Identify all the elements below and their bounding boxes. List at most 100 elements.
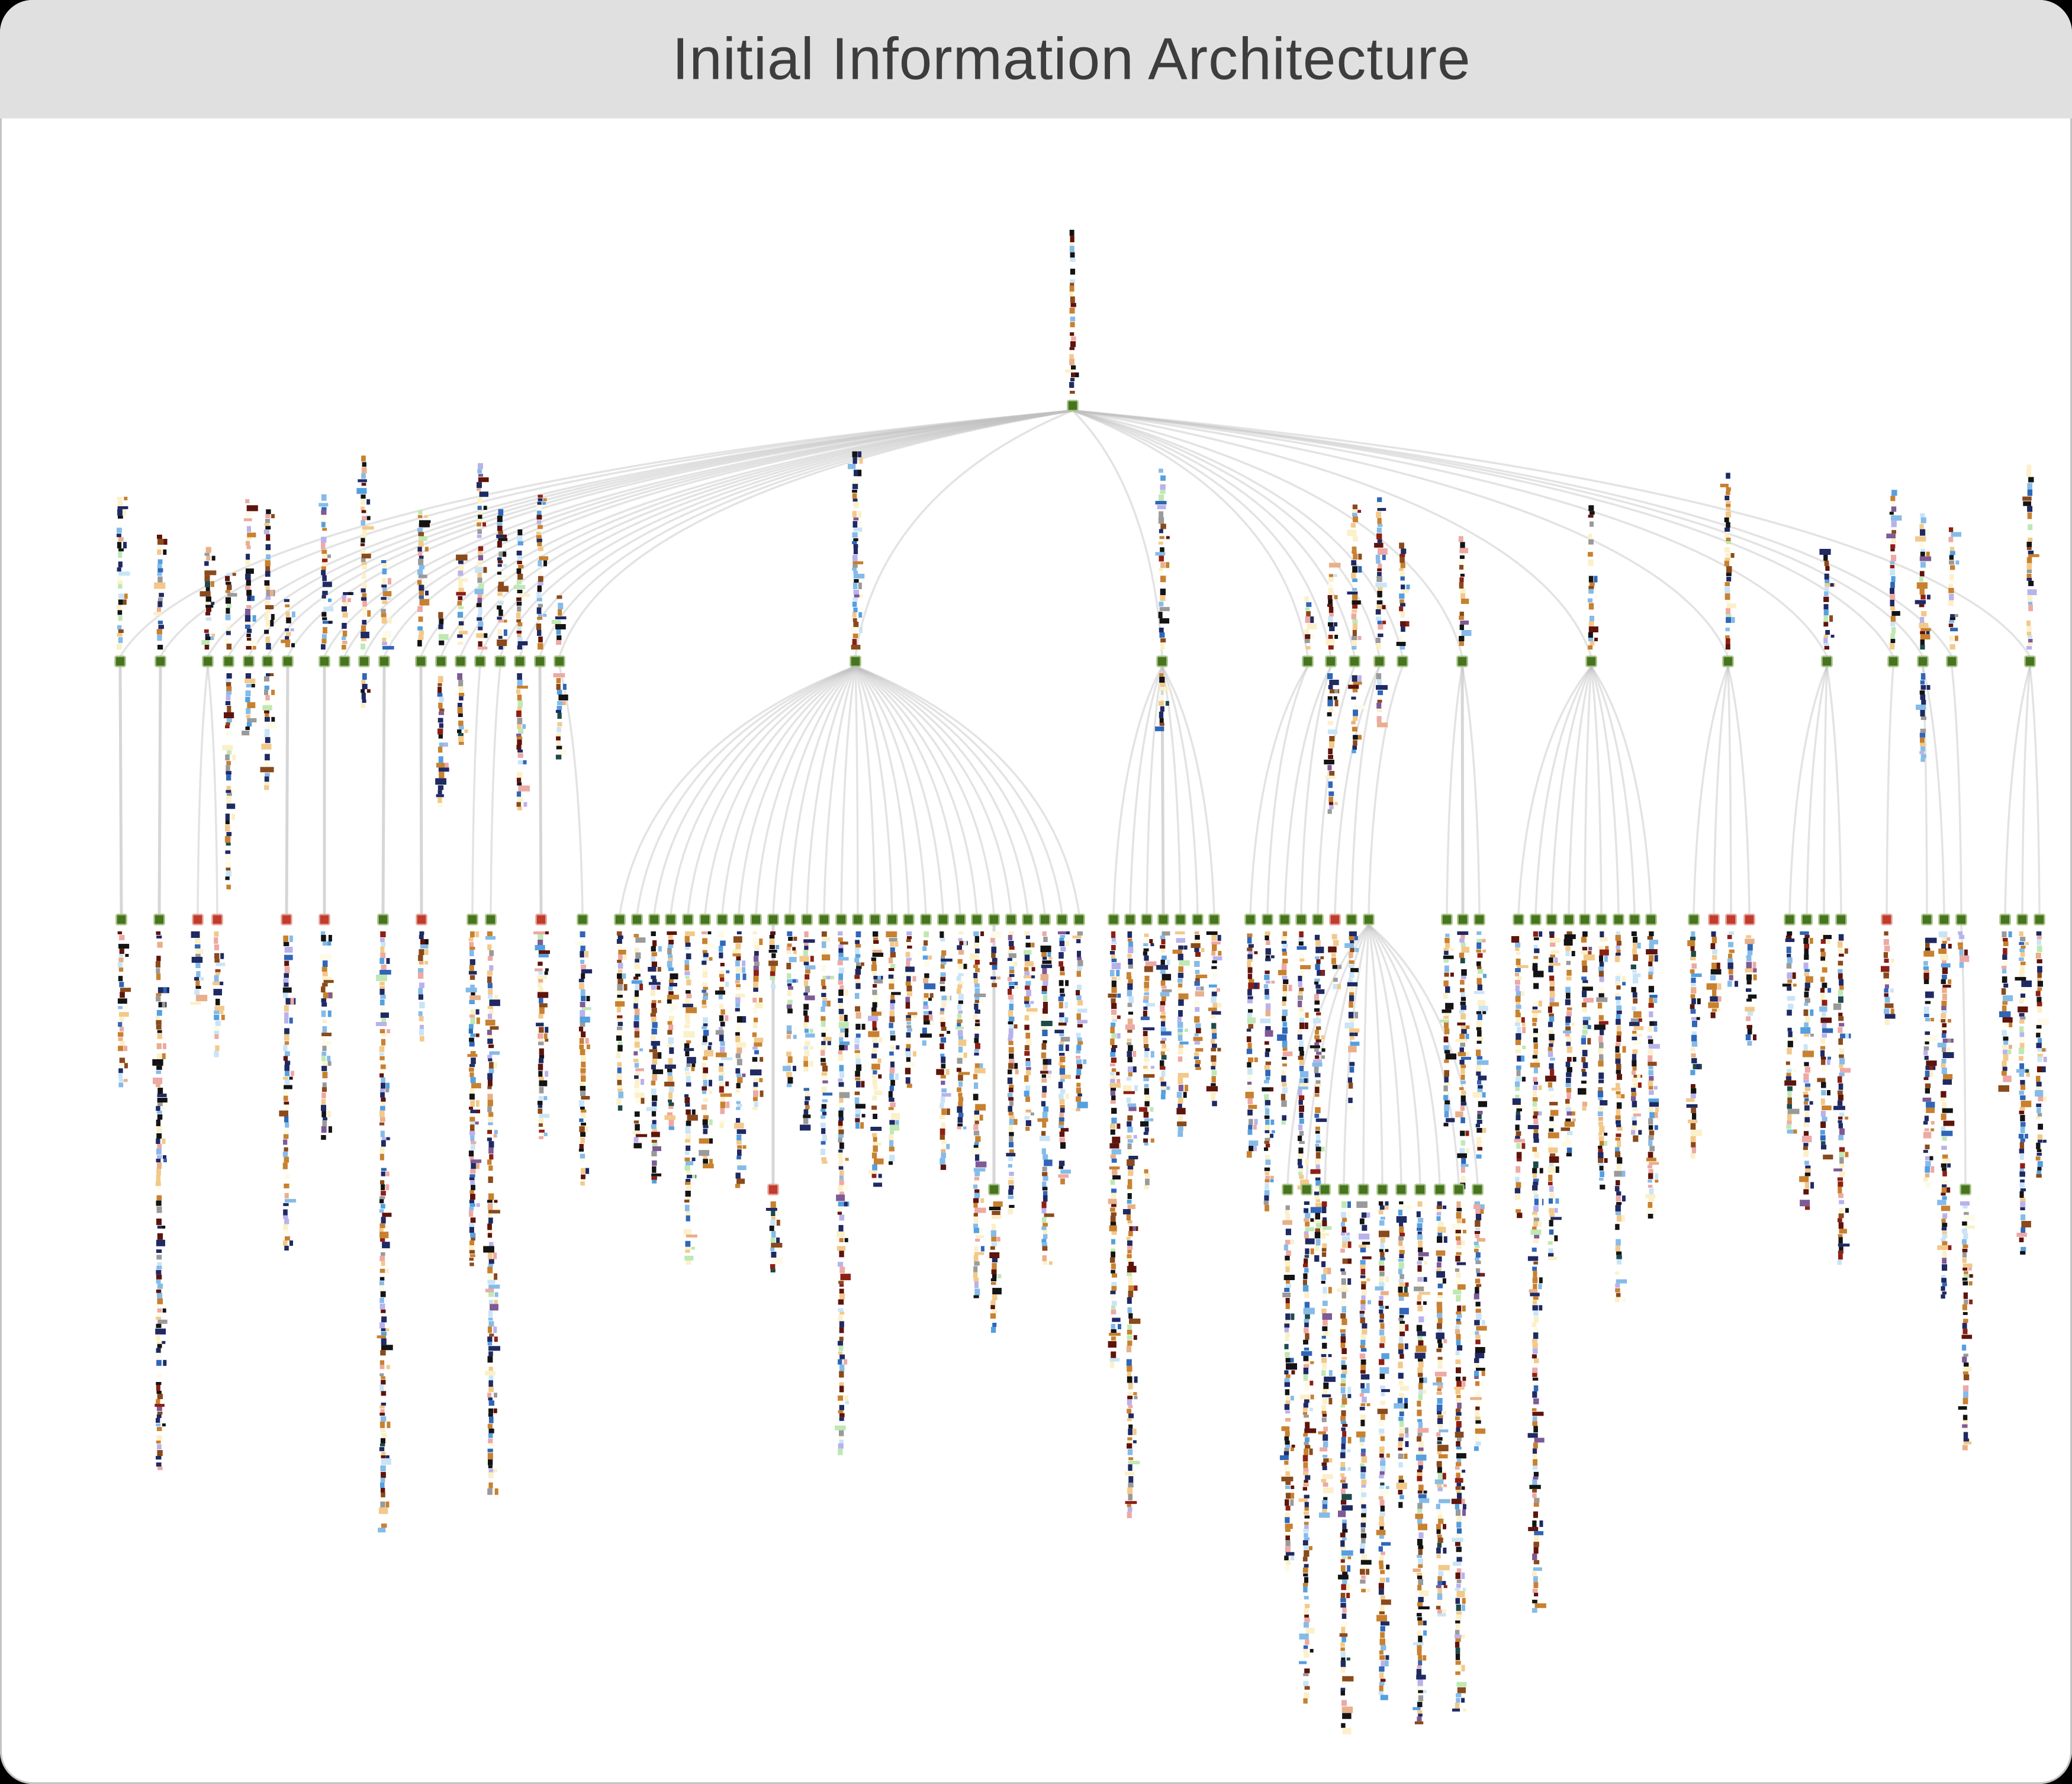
tree-node[interactable] (534, 655, 546, 667)
tree-node[interactable] (155, 655, 166, 667)
tree-node[interactable] (415, 655, 427, 667)
tree-node[interactable] (1530, 914, 1542, 925)
tree-node[interactable] (1373, 655, 1385, 667)
tree-node[interactable] (378, 655, 390, 667)
tree-node[interactable] (988, 1184, 1000, 1195)
tree-node[interactable] (514, 655, 526, 667)
tree-node[interactable] (1039, 914, 1051, 925)
tree-node[interactable] (1835, 914, 1847, 925)
tree-node[interactable] (1453, 1184, 1465, 1195)
tree-node[interactable] (358, 655, 370, 667)
tree-node[interactable] (1208, 914, 1220, 925)
tree-node[interactable] (665, 914, 677, 925)
tree-node[interactable] (1073, 914, 1085, 925)
tree-node[interactable] (1938, 914, 1950, 925)
tree-node[interactable] (114, 655, 126, 667)
tree-node[interactable] (1546, 914, 1558, 925)
tree-node[interactable] (937, 914, 949, 925)
tree-node[interactable] (1917, 655, 1929, 667)
tree-node[interactable] (202, 655, 214, 667)
tree-node[interactable] (1108, 914, 1119, 925)
tree-node[interactable] (1441, 914, 1453, 925)
tree-node[interactable] (1279, 914, 1291, 925)
tree-node[interactable] (153, 914, 165, 925)
tree-node[interactable] (1302, 655, 1314, 667)
tree-node[interactable] (577, 914, 588, 925)
tree-node[interactable] (1244, 914, 1256, 925)
tree-node[interactable] (115, 914, 127, 925)
tree-node[interactable] (1955, 914, 1967, 925)
tree-node[interactable] (1319, 1184, 1331, 1195)
tree-node[interactable] (1563, 914, 1575, 925)
tree-node[interactable] (1056, 914, 1068, 925)
tree-node[interactable] (1141, 914, 1153, 925)
tree-node[interactable] (1376, 1184, 1388, 1195)
tree-node[interactable] (716, 914, 728, 925)
tree-node[interactable] (466, 914, 478, 925)
tree-node[interactable] (377, 914, 389, 925)
tree-node[interactable] (767, 1184, 779, 1195)
tree-node[interactable] (784, 914, 796, 925)
tree-node[interactable] (1157, 914, 1169, 925)
tree-node[interactable] (474, 655, 486, 667)
tree-node[interactable] (614, 914, 626, 925)
tree-node[interactable] (1329, 914, 1341, 925)
tree-node[interactable] (435, 655, 447, 667)
tree-node[interactable] (801, 914, 813, 925)
tree-node[interactable] (954, 914, 966, 925)
tree-node[interactable] (631, 914, 643, 925)
tree-node[interactable] (554, 655, 565, 667)
tree-node[interactable] (750, 914, 762, 925)
tree-node[interactable] (1397, 655, 1408, 667)
tree-node[interactable] (1456, 655, 1468, 667)
tree-node[interactable] (818, 914, 830, 925)
tree-node[interactable] (1579, 914, 1591, 925)
tree-node[interactable] (1722, 655, 1734, 667)
tree-node[interactable] (1192, 914, 1204, 925)
tree-node[interactable] (1887, 655, 1899, 667)
tree-node[interactable] (485, 914, 497, 925)
tree-node[interactable] (1175, 914, 1186, 925)
tree-node[interactable] (1312, 914, 1324, 925)
tree-node[interactable] (318, 914, 330, 925)
tree-node[interactable] (282, 655, 294, 667)
tree-node[interactable] (416, 914, 427, 925)
tree-node[interactable] (1338, 1184, 1350, 1195)
tree-node[interactable] (682, 914, 694, 925)
tree-node[interactable] (1629, 914, 1640, 925)
tree-node[interactable] (1613, 914, 1624, 925)
tree-node[interactable] (1346, 914, 1357, 925)
tree-node[interactable] (1821, 655, 1833, 667)
tree-node[interactable] (1414, 1184, 1426, 1195)
tree-node[interactable] (920, 914, 932, 925)
tree-node[interactable] (733, 914, 745, 925)
tree-node[interactable] (1818, 914, 1830, 925)
tree-node[interactable] (648, 914, 660, 925)
tree-node[interactable] (1801, 914, 1813, 925)
tree-node[interactable] (1349, 655, 1360, 667)
tree-node[interactable] (1457, 914, 1469, 925)
tree-node[interactable] (455, 655, 466, 667)
tree-node[interactable] (262, 655, 274, 667)
tree-node[interactable] (1881, 914, 1893, 925)
tree-node[interactable] (1784, 914, 1796, 925)
tree-node[interactable] (1363, 914, 1375, 925)
tree-node[interactable] (1022, 914, 1034, 925)
tree-node[interactable] (1156, 655, 1168, 667)
tree-node[interactable] (1708, 914, 1720, 925)
tree-node[interactable] (886, 914, 898, 925)
tree-node[interactable] (1357, 1184, 1369, 1195)
tree-node[interactable] (1725, 914, 1737, 925)
tree-node[interactable] (1688, 914, 1700, 925)
tree-node[interactable] (1585, 655, 1597, 667)
tree-node[interactable] (1513, 914, 1524, 925)
tree-node[interactable] (699, 914, 711, 925)
tree-node[interactable] (1595, 914, 1607, 925)
tree-node[interactable] (1434, 1184, 1446, 1195)
tree-node[interactable] (192, 914, 204, 925)
tree-node[interactable] (835, 914, 847, 925)
tree-node[interactable] (211, 914, 223, 925)
tree-node[interactable] (1282, 1184, 1294, 1195)
tree-node[interactable] (971, 914, 983, 925)
tree-node[interactable] (1921, 914, 1933, 925)
